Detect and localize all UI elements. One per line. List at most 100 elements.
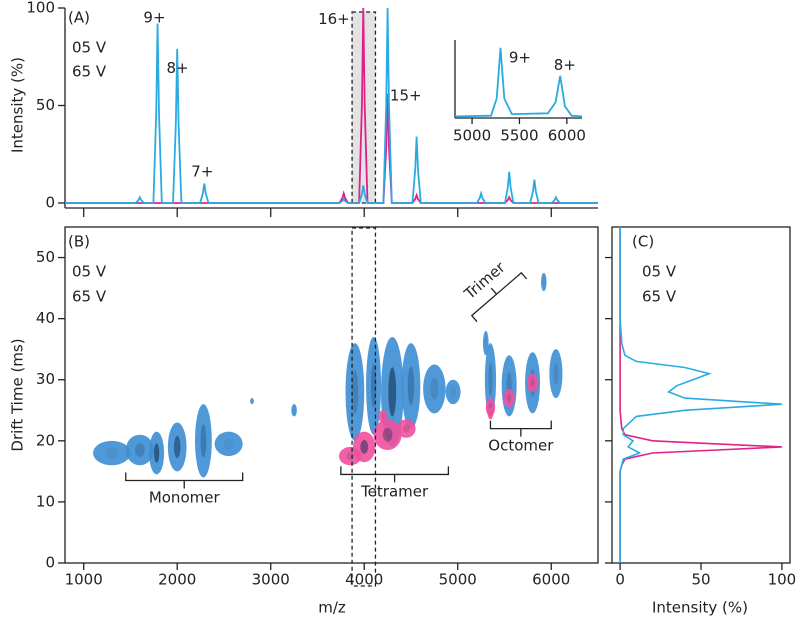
- blob-core: [388, 367, 397, 417]
- y-tick-label: 10: [36, 492, 55, 510]
- y-tick-label: 30: [36, 370, 55, 388]
- y-tick-label: 0: [45, 194, 55, 212]
- drift-blob: [345, 343, 365, 441]
- drift-blob: [353, 431, 376, 463]
- panel-label: (C): [632, 233, 654, 251]
- plot-frame: [611, 226, 791, 564]
- legend-entry: 05 V: [642, 263, 677, 281]
- bracket: [125, 472, 244, 489]
- bracket: [489, 420, 552, 437]
- highlight-region: [351, 11, 377, 204]
- inset-x-tick-label: 5500: [500, 127, 538, 145]
- blob-core: [105, 447, 119, 459]
- blob-core: [154, 443, 160, 463]
- blob-core: [484, 337, 487, 349]
- drift-blob: [291, 404, 297, 417]
- blob-core: [382, 427, 393, 442]
- peak-label: 15+: [390, 86, 422, 104]
- drift-blob: [250, 398, 254, 405]
- x-tick-label: 4000: [345, 571, 383, 589]
- legend-entry: 05 V: [72, 263, 107, 281]
- drift-blob: [487, 407, 494, 420]
- x-tick-label: 50: [691, 571, 710, 589]
- blob-core: [488, 363, 493, 397]
- drift-blob: [484, 343, 497, 417]
- y-tick-label: 20: [36, 431, 55, 449]
- bracket-label: Tetramer: [360, 483, 429, 501]
- x-axis-label: m/z: [318, 599, 346, 617]
- inset-line: [454, 47, 583, 118]
- blob-core: [134, 443, 145, 457]
- drift-blob: [378, 410, 388, 423]
- x-tick-label: 0: [615, 571, 625, 589]
- bracket: [340, 466, 450, 483]
- drift-blob: [93, 440, 131, 466]
- drift-blob: [540, 272, 547, 292]
- inset-x-tick-label: 6000: [548, 127, 586, 145]
- panel-label: (B): [68, 233, 90, 251]
- x-tick-label: 2000: [158, 571, 196, 589]
- drift-blob: [167, 422, 187, 472]
- blob-core: [530, 378, 535, 387]
- legend-entry: 05 V: [72, 39, 107, 57]
- x-tick-label: 100: [768, 571, 797, 589]
- spectrum-line: [65, 7, 598, 204]
- y-axis-label: Intensity (%): [9, 57, 27, 153]
- drift-blob: [526, 373, 539, 392]
- x-tick-label: 3000: [252, 571, 290, 589]
- blob-core: [200, 424, 207, 458]
- drift-blob: [373, 419, 402, 450]
- x-tick-label: 1000: [65, 571, 103, 589]
- bracket-label: Octomer: [488, 437, 554, 455]
- drift-blob: [214, 431, 243, 457]
- panel-label: (A): [68, 9, 90, 27]
- drift-blob: [125, 434, 154, 466]
- legend-entry: 65 V: [642, 288, 677, 306]
- y-tick-label: 50: [36, 96, 55, 114]
- drift-blob: [194, 404, 212, 478]
- blob-core: [346, 451, 355, 461]
- peak-label: 9+: [143, 8, 165, 26]
- bracket: [470, 271, 528, 323]
- blob-core: [450, 386, 456, 398]
- inset-peak-label: 9+: [509, 48, 531, 66]
- blob-core: [293, 407, 296, 414]
- peak-label: 7+: [191, 162, 213, 180]
- blob-core: [489, 410, 492, 417]
- blob-core: [223, 438, 234, 450]
- x-axis-label: Intensity (%): [652, 599, 748, 617]
- peak-label: 16+: [318, 10, 350, 28]
- spectrum-line: [65, 7, 598, 204]
- drift-blob: [503, 388, 515, 408]
- blob-core: [251, 399, 253, 403]
- blob-core: [360, 440, 369, 454]
- blob-core: [430, 377, 439, 400]
- inset-peak-label: 8+: [554, 56, 576, 74]
- peak-label: 8+: [167, 59, 189, 77]
- drift-blob: [366, 336, 382, 435]
- y-tick-label: 100: [26, 0, 55, 17]
- plot-frame: [64, 226, 599, 564]
- blob-core: [507, 393, 512, 403]
- bracket-label: Monomer: [149, 489, 221, 507]
- blob-core: [173, 435, 181, 458]
- blob-core: [407, 366, 415, 406]
- blob-core: [381, 413, 385, 420]
- y-tick-label: 50: [36, 248, 55, 266]
- blob-core: [542, 277, 545, 287]
- blob-core: [403, 424, 410, 433]
- drift-blob: [482, 330, 489, 356]
- blob-core: [351, 369, 359, 414]
- highlight-box: [351, 227, 377, 587]
- legend-entry: 65 V: [72, 63, 107, 81]
- drift-blob: [396, 419, 416, 438]
- drift-blob: [549, 349, 563, 399]
- y-tick-label: 40: [36, 309, 55, 327]
- drift-profile: [619, 227, 782, 563]
- x-tick-label: 5000: [439, 571, 477, 589]
- blob-core: [553, 362, 559, 385]
- legend-entry: 65 V: [72, 288, 107, 306]
- inset-x-tick-label: 5000: [453, 127, 491, 145]
- bracket-label: Trimer: [460, 258, 509, 304]
- y-tick-label: 0: [45, 554, 55, 572]
